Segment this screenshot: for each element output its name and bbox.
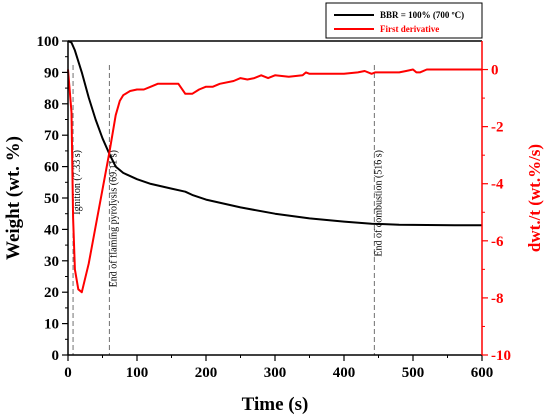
x-tick-label: 600 xyxy=(471,365,494,381)
axes: 0 100 200 300 400 500 600 0 10 20 30 40 50 60 70 80 90 10… xyxy=(3,34,544,415)
y-left-tick-label: 40 xyxy=(44,222,59,238)
legend-label: BBR = 100% (700 ºC) xyxy=(380,10,464,20)
y-right-tick-label: -8 xyxy=(491,291,504,307)
y-left-tick-label: 30 xyxy=(44,254,59,270)
annotations: Ignition (7.33 s) End of flaming pyrolysi… xyxy=(72,65,384,355)
x-tick-label: 500 xyxy=(402,365,425,381)
x-tick-label: 300 xyxy=(264,365,287,381)
x-tick-label: 100 xyxy=(126,365,149,381)
legend-label: First derivative xyxy=(380,24,439,34)
annotation-label: Ignition (7.33 s) xyxy=(72,150,83,215)
x-tick-label: 400 xyxy=(333,365,356,381)
y-right-tick-label: -6 xyxy=(491,234,504,250)
y-left-tick-label: 20 xyxy=(44,285,59,301)
x-axis-title: Time (s) xyxy=(242,394,309,415)
y-left-tick-label: 80 xyxy=(44,97,59,113)
y-right-tick-label: 0 xyxy=(491,63,499,79)
weight-line xyxy=(67,40,482,227)
y-right-tick-label: -4 xyxy=(491,177,504,193)
y-left-tick-label: 100 xyxy=(37,34,60,50)
series-lines xyxy=(67,40,482,294)
y-right-axis-title: dwt./t (wt.%/s) xyxy=(525,144,544,252)
derivative-line xyxy=(67,68,482,294)
legend-box xyxy=(325,2,483,39)
legend: BBR = 100% (700 ºC) First derivative xyxy=(325,2,483,39)
annotation-label: End of combustion (516 s) xyxy=(373,150,384,257)
y-left-tick-label: 10 xyxy=(44,317,59,333)
y-left-tick-label: 50 xyxy=(44,191,59,207)
y-right-tick-label: -2 xyxy=(491,120,504,136)
y-left-tick-label: 0 xyxy=(52,348,60,364)
annotation-label: End of flaming pyrolysis (69.11 s) xyxy=(108,150,119,287)
x-tick-label: 200 xyxy=(195,365,218,381)
y-left-tick-label: 60 xyxy=(44,160,59,176)
x-tick-label: 0 xyxy=(64,365,72,381)
y-right-tick-label: -10 xyxy=(491,348,511,364)
y-left-tick-label: 70 xyxy=(44,128,59,144)
y-left-tick-label: 90 xyxy=(44,65,59,81)
y-left-axis-title: Weight (wt. %) xyxy=(3,136,24,260)
